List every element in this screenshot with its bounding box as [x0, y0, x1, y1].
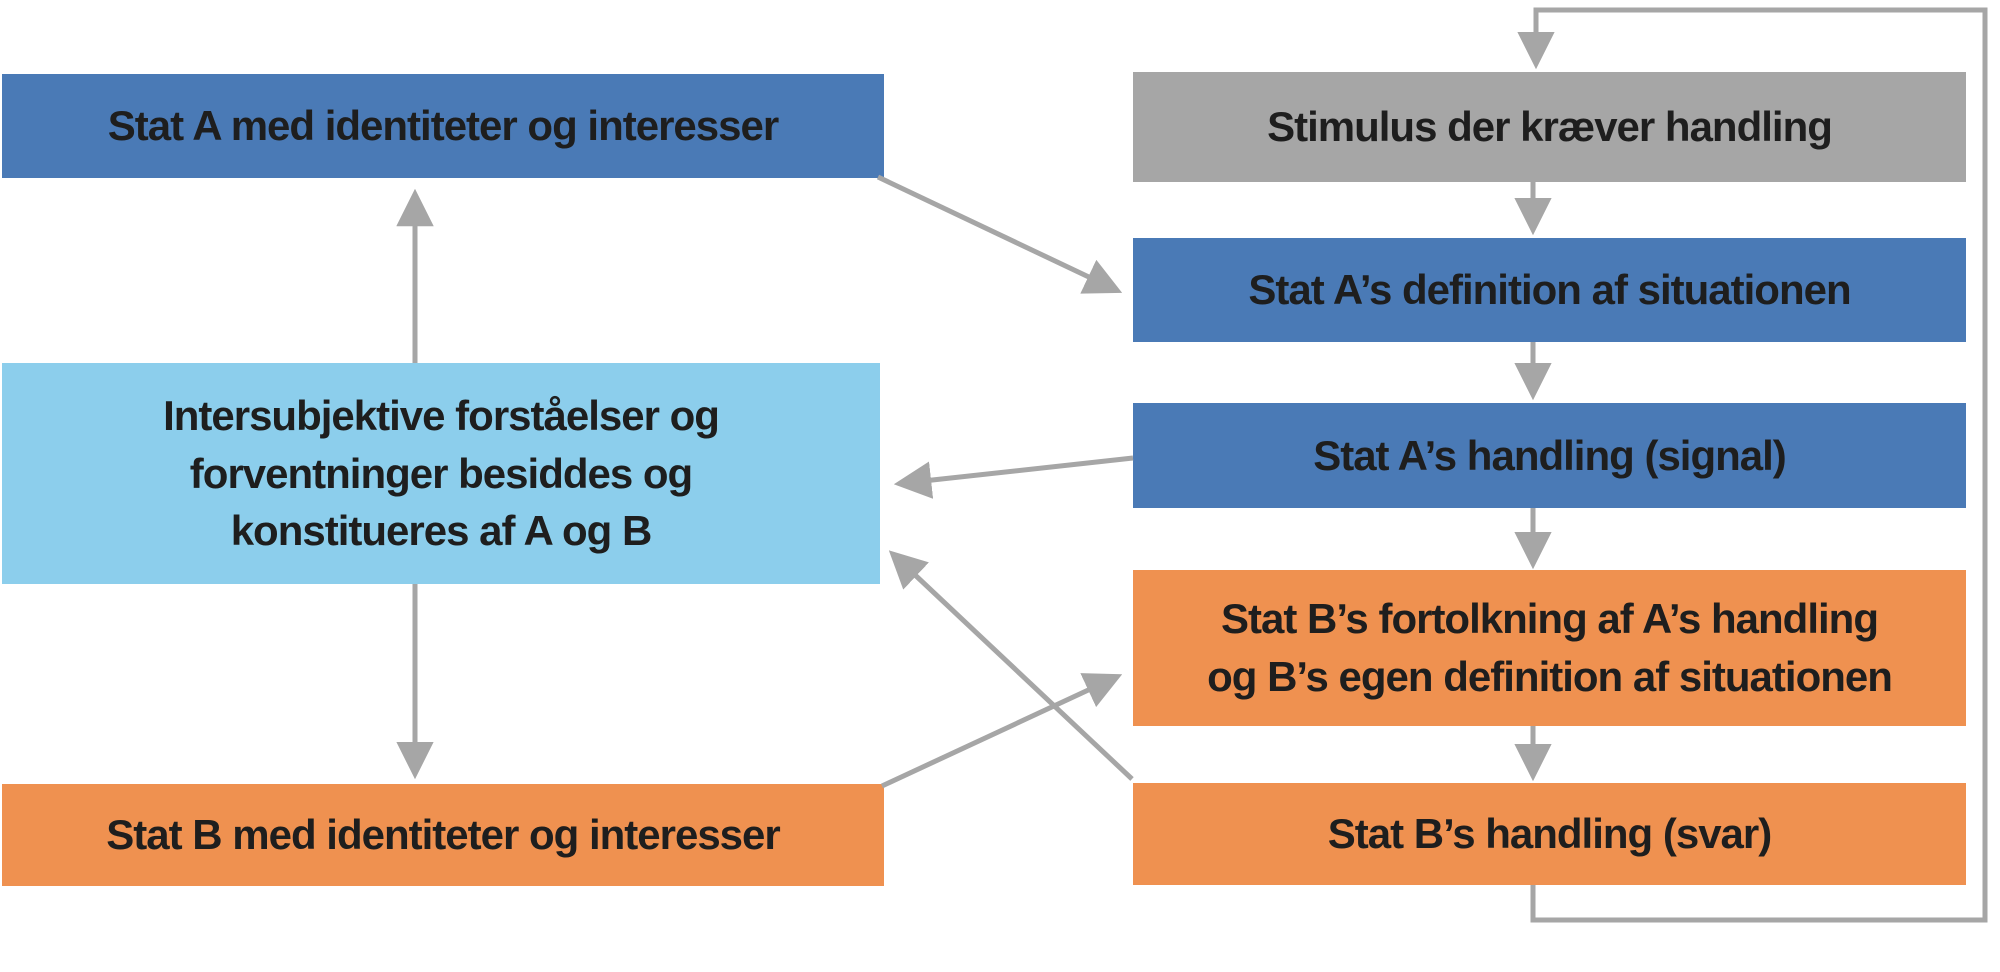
- box-stat-b: Stat B med identiteter og interesser: [2, 784, 884, 886]
- box-definition-a-label: Stat A’s definition af situationen: [1248, 266, 1851, 314]
- arrow-stat-a-to-definition: [876, 174, 1123, 294]
- box-stat-a: Stat A med identiteter og interesser: [2, 74, 884, 178]
- box-fortolkning-b: Stat B’s fortolkning af A’s handling og …: [1133, 570, 1966, 726]
- box-intersubjective-label: Intersubjektive forståelser og forventni…: [163, 391, 720, 555]
- box-fortolkning-b-label: Stat B’s fortolkning af A’s handling og …: [1207, 595, 1893, 700]
- box-stimulus-label: Stimulus der kræver handling: [1267, 103, 1833, 151]
- box-stat-a-label: Stat A med identiteter og interesser: [107, 102, 779, 150]
- box-stimulus: Stimulus der kræver handling: [1133, 72, 1966, 182]
- arrow-handling-a-to-intersubjective: [893, 455, 1134, 499]
- box-stat-b-label: Stat B med identiteter og interesser: [106, 811, 781, 859]
- arrow-handling-b-to-intersubjective: [888, 550, 1134, 781]
- box-definition-a: Stat A’s definition af situationen: [1133, 238, 1966, 342]
- box-handling-b: Stat B’s handling (svar): [1133, 783, 1966, 885]
- arrow-stat-b-to-fortolkning: [880, 673, 1123, 789]
- box-handling-b-label: Stat B’s handling (svar): [1327, 810, 1773, 858]
- box-intersubjective: Intersubjektive forståelser og forventni…: [2, 363, 880, 584]
- box-handling-a-label: Stat A’s handling (signal): [1313, 431, 1787, 479]
- box-handling-a: Stat A’s handling (signal): [1133, 403, 1966, 508]
